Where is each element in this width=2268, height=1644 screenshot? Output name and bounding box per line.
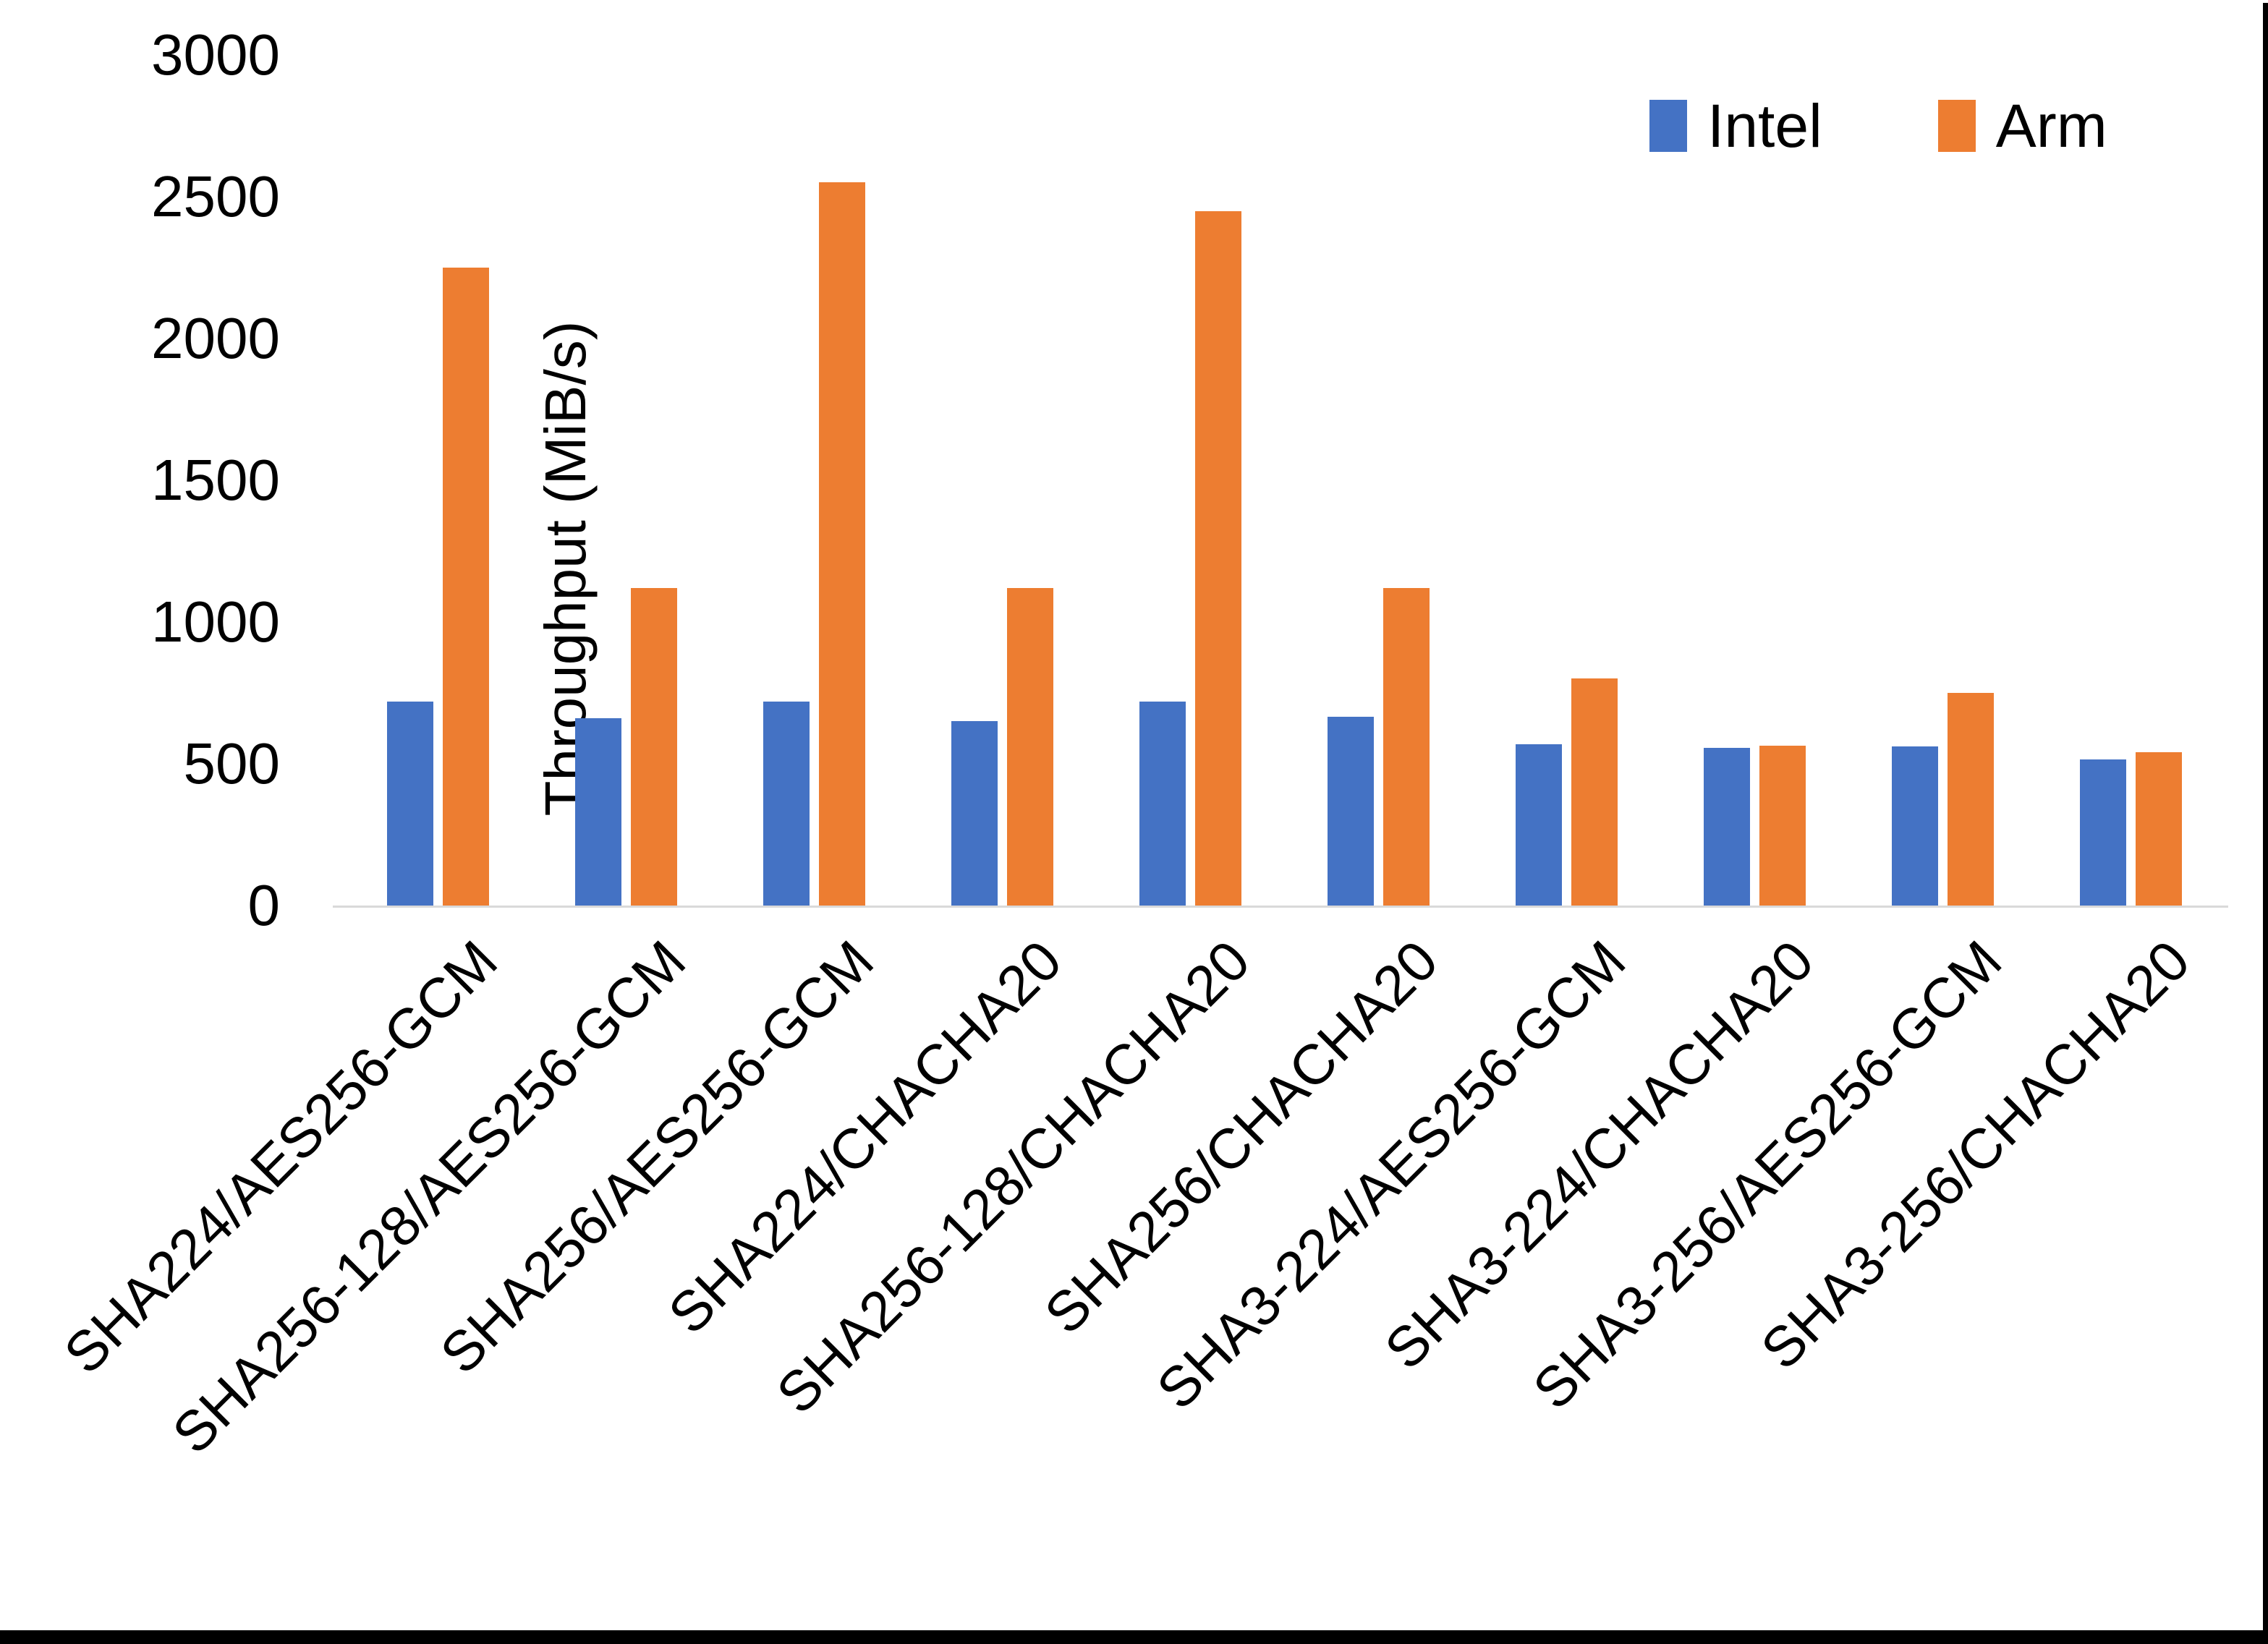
bar-arm-2 — [631, 588, 677, 906]
bar-arm-3 — [819, 182, 865, 906]
legend-label-arm: Arm — [1995, 91, 2107, 160]
bar-intel-10 — [2080, 759, 2126, 906]
bar-arm-4 — [1007, 588, 1053, 906]
page-border-right — [2263, 3, 2268, 1644]
bar-intel-3 — [763, 702, 810, 906]
legend-swatch-arm — [1937, 100, 1976, 152]
legend: Intel Arm — [1649, 81, 2107, 171]
legend-entry-arm: Arm — [1937, 91, 2107, 161]
y-tick-label-0: 0 — [247, 873, 281, 937]
y-tick-label-500: 500 — [183, 731, 280, 796]
bar-arm-5 — [1195, 211, 1241, 906]
legend-entry-intel: Intel — [1649, 91, 1822, 161]
x-axis-line — [333, 906, 2228, 908]
bar-intel-7 — [1516, 744, 1562, 906]
legend-swatch-intel — [1649, 100, 1687, 152]
bar-intel-5 — [1139, 702, 1186, 906]
bar-intel-4 — [951, 721, 998, 906]
y-tick-label-2000: 2000 — [151, 306, 280, 370]
y-tick-label-3000: 3000 — [151, 22, 280, 87]
bar-intel-8 — [1704, 748, 1750, 906]
bar-arm-1 — [443, 268, 489, 906]
bar-intel-1 — [387, 702, 433, 906]
y-tick-label-1000: 1000 — [151, 589, 280, 654]
bar-intel-9 — [1892, 746, 1938, 906]
bar-arm-6 — [1383, 588, 1430, 906]
bar-arm-8 — [1759, 746, 1806, 906]
y-tick-label-2500: 2500 — [151, 164, 280, 229]
bar-arm-10 — [2136, 752, 2182, 906]
page-border-bottom — [0, 1630, 2268, 1644]
y-tick-label-1500: 1500 — [151, 448, 280, 512]
bar-intel-2 — [575, 718, 621, 906]
bar-arm-7 — [1571, 678, 1618, 906]
bar-intel-6 — [1328, 717, 1374, 906]
bar-arm-9 — [1948, 693, 1994, 906]
legend-label-intel: Intel — [1707, 91, 1822, 160]
